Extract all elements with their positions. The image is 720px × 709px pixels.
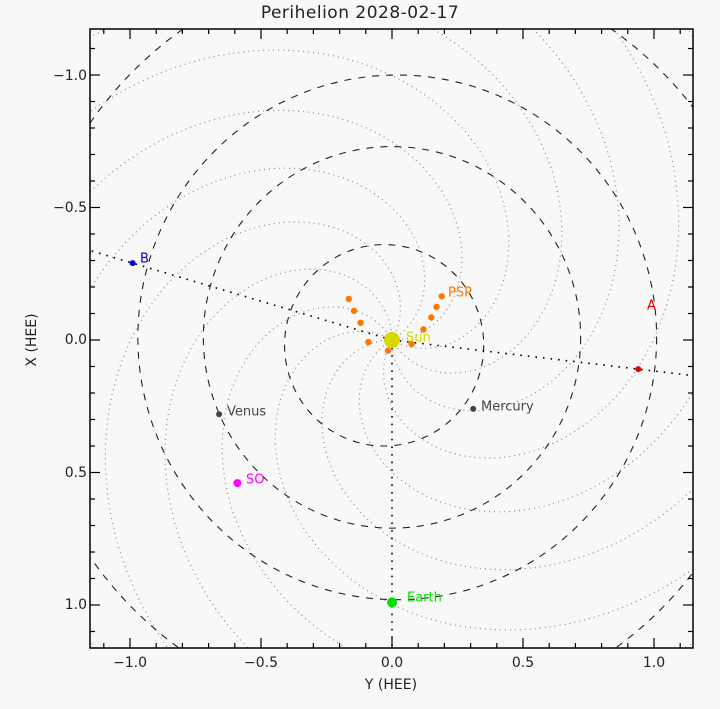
psp-position-marker (428, 314, 435, 321)
venus-label: Venus (227, 404, 267, 420)
psp-position-marker (420, 326, 427, 333)
orbit-circles (90, 29, 693, 648)
axes-frame (89, 28, 694, 649)
y-axis-label: X (HEE) (24, 313, 40, 367)
x-tick-label: −0.5 (244, 655, 278, 671)
parker-spiral (321, 339, 693, 571)
parker-spiral (221, 306, 693, 648)
y-tick-label: 1.0 (64, 597, 87, 613)
mars-orbit (90, 29, 693, 648)
psp-position-marker (438, 293, 445, 300)
psp-position-marker (384, 347, 392, 354)
psp-position-marker (408, 340, 415, 348)
parker-spiral (104, 221, 402, 648)
psp-position-marker (357, 319, 364, 326)
parker-spiral (90, 109, 463, 341)
venus-marker (216, 411, 223, 418)
psp-position-marker (365, 338, 372, 346)
psp-position-marker (433, 303, 440, 311)
x-tick-label: 1.0 (642, 655, 666, 671)
parker-spiral (164, 268, 393, 648)
mercury-orbit (284, 244, 485, 447)
sun-label: Sun (406, 330, 431, 346)
mercury-marker (470, 405, 477, 412)
mercury-label: Mercury (481, 399, 534, 415)
parker-spiral (358, 29, 693, 513)
parker-spiral (90, 29, 563, 374)
so-marker (233, 479, 242, 488)
y-tick-label: 0.0 (64, 332, 87, 348)
venus-orbit (202, 146, 582, 529)
parker-spiral (274, 330, 693, 631)
psp-track (345, 293, 445, 354)
parker-spiral (90, 167, 426, 648)
x-tick-label: −1.0 (113, 655, 147, 671)
sun-marker (384, 332, 400, 348)
psp-position-marker (350, 307, 358, 315)
x-tick-label: 0.5 (511, 655, 535, 671)
earth-label: Earth (407, 590, 442, 606)
a-marker (635, 366, 642, 373)
stereo-b-label: B (140, 251, 149, 267)
spacecraft-lines (90, 249, 693, 648)
sun-to-b-line (90, 249, 393, 341)
stereo-a-label: A (647, 298, 656, 314)
parker-spiral (90, 49, 510, 350)
earth-orbit (137, 74, 658, 601)
parker-spiral (391, 29, 620, 412)
x-tick-label: 0.0 (380, 655, 404, 671)
parker-spiral (382, 29, 680, 459)
so-label: SO (246, 472, 265, 488)
psp-position-marker (345, 295, 352, 303)
y-tick-label: −0.5 (53, 200, 87, 216)
solar-system-objects (129, 260, 642, 608)
chart-title: Perihelion 2028-02-17 (260, 3, 460, 23)
b-marker (129, 260, 136, 267)
psp-label: PSP (448, 285, 472, 301)
earth-marker (387, 597, 397, 608)
x-axis-label: Y (HEE) (364, 677, 418, 693)
sun-to-a-line (391, 339, 693, 377)
y-tick-label: 0.5 (64, 465, 87, 481)
y-tick-label: −1.0 (53, 68, 87, 84)
